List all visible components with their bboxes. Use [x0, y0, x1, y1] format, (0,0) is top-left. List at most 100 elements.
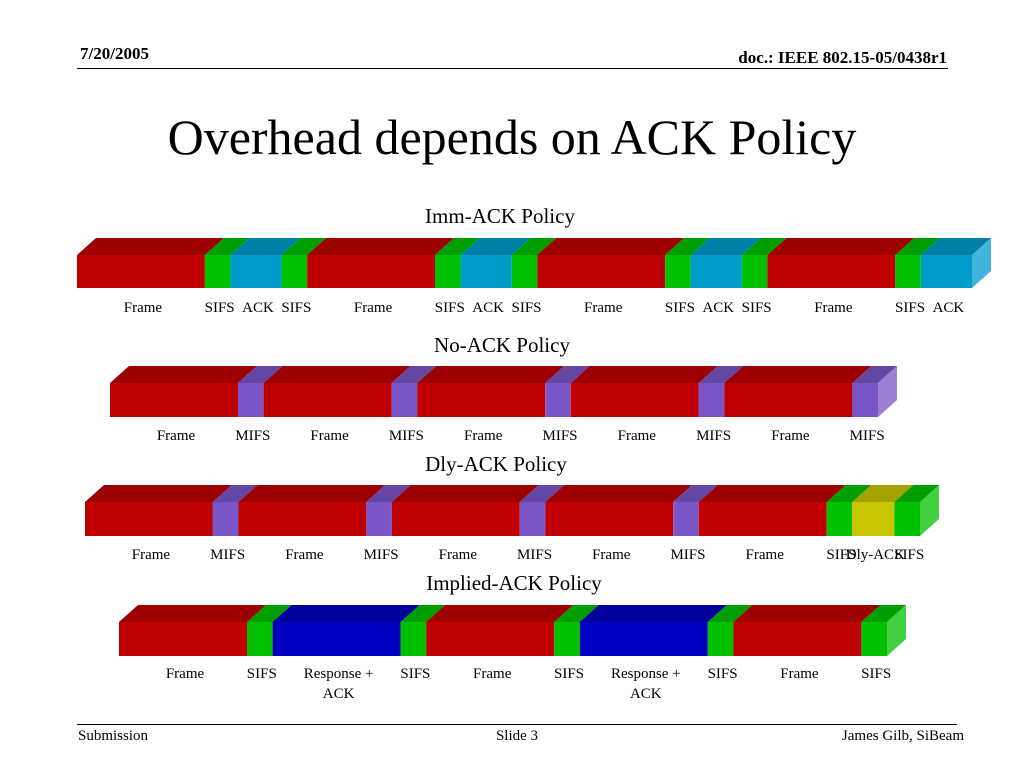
- segment-frame: [767, 238, 915, 288]
- segment-top-face: [238, 485, 386, 502]
- segment-frame: [77, 238, 224, 288]
- segment-label: Frame: [814, 300, 853, 316]
- segment-frame: [119, 605, 266, 656]
- segment-label: SIFS: [665, 300, 695, 316]
- policy-title-dly-ack: Dly-ACK Policy: [425, 452, 567, 476]
- segment-top-face: [435, 238, 480, 255]
- segment-label: SIFS: [511, 300, 541, 316]
- bar-side-face: [887, 605, 906, 656]
- segment-top-face: [895, 238, 940, 255]
- segment-top-face: [826, 485, 872, 502]
- segment-label: SIFS: [205, 300, 235, 316]
- segment-front-face: [238, 383, 264, 417]
- segment-top-face: [545, 485, 693, 502]
- segment-frame: [733, 605, 881, 656]
- segment-mifs: [366, 485, 411, 536]
- segment-frame: [417, 366, 565, 417]
- segment-label: Frame: [473, 666, 512, 682]
- segment-label: ACK: [472, 300, 504, 316]
- segment-front-face: [400, 622, 427, 656]
- segment-label: MIFS: [696, 428, 731, 444]
- segment-top-face: [400, 605, 446, 622]
- segment-top-face: [391, 366, 437, 383]
- segment-front-face: [366, 502, 392, 536]
- segment-sifs: [281, 238, 327, 288]
- segment-label: SIFS: [895, 300, 925, 316]
- segment-frame: [545, 485, 693, 536]
- no-ack-bar: Frame MIFS Frame MIFS Frame MIFS Frame MIFS Fram…: [110, 366, 897, 444]
- dly-ack-bar: Frame MIFS Frame MIFS Frame MIFS Frame MIFS Fram…: [85, 485, 939, 563]
- slide-title: Overhead depends on ACK Policy: [167, 109, 857, 165]
- segment-front-face: [690, 255, 742, 288]
- segment-label: MIFS: [670, 547, 705, 563]
- segment-sifs: [554, 605, 599, 656]
- segment-front-face: [511, 255, 538, 288]
- segment-label: SIFS: [554, 666, 584, 682]
- segment-label: ACK: [702, 300, 734, 316]
- segment-top-face: [119, 605, 266, 622]
- implied-ack-bar: Frame SIFS Response + ACK SIFS Frame SIFS Respo…: [119, 605, 906, 702]
- segment-label: Frame: [592, 547, 631, 563]
- segment-top-face: [519, 485, 565, 502]
- segment-top-face: [767, 238, 915, 255]
- segment-label: Frame: [310, 428, 349, 444]
- segment-front-face: [307, 255, 435, 288]
- segment-label: Frame: [780, 666, 819, 682]
- footer-author: James Gilb, SiBeam: [841, 728, 964, 744]
- segment-sifs: [435, 238, 480, 288]
- segment-sifs: [707, 605, 753, 656]
- segment-sifs: [894, 485, 939, 536]
- segment-label: Frame: [771, 428, 810, 444]
- segment-ack: [690, 238, 761, 288]
- segment-label: SIFS: [826, 547, 856, 563]
- segment-label: Frame: [157, 428, 196, 444]
- segment-label: SIFS: [708, 666, 738, 682]
- segment-label: SIFS: [894, 547, 924, 563]
- segment-label: ACK: [242, 300, 274, 316]
- segment-front-face: [247, 622, 273, 656]
- segment-mifs: [698, 366, 744, 417]
- segment-label: Frame: [584, 300, 623, 316]
- segment-top-face: [204, 238, 250, 255]
- segment-top-face: [724, 366, 872, 383]
- segment-top-face: [391, 485, 539, 502]
- segment-front-face: [85, 502, 213, 536]
- segment-top-face: [230, 238, 301, 255]
- segment-top-face: [366, 485, 411, 502]
- policy-title-no-ack: No-ACK Policy: [434, 333, 570, 357]
- segment-label: MIFS: [235, 428, 270, 444]
- segment-label: MIFS: [364, 547, 399, 563]
- segment-sifs: [665, 238, 710, 288]
- segment-sifs: [861, 605, 906, 656]
- segment-label: Frame: [439, 547, 478, 563]
- bar-side-face: [878, 366, 897, 417]
- policy-title-implied-ack: Implied-ACK Policy: [426, 571, 602, 595]
- segment-dly-ack: [852, 485, 914, 536]
- segment-label: ACK: [933, 300, 965, 316]
- segment-front-face: [741, 255, 768, 288]
- segment-front-face: [579, 622, 708, 656]
- segment-front-face: [519, 502, 546, 536]
- segment-label: Frame: [124, 300, 163, 316]
- segment-top-face: [852, 366, 897, 383]
- segment-mifs: [852, 366, 897, 417]
- segment-top-face: [272, 605, 420, 622]
- segment-top-face: [511, 238, 557, 255]
- policy-title-imm-ack: Imm-ACK Policy: [425, 204, 575, 228]
- segment-frame: [263, 366, 411, 417]
- header-date: 7/20/2005: [80, 44, 149, 63]
- segment-front-face: [852, 383, 878, 417]
- segment-sifs: [895, 238, 940, 288]
- segment-front-face: [272, 622, 401, 656]
- segment-sifs: [511, 238, 557, 288]
- footer-submission: Submission: [78, 728, 149, 744]
- segment-label: Frame: [166, 666, 205, 682]
- segment-front-face: [230, 255, 282, 288]
- segment-label: Frame: [285, 547, 324, 563]
- segment-label: MIFS: [517, 547, 552, 563]
- segment-label: Frame: [132, 547, 171, 563]
- segment-label: MIFS: [850, 428, 885, 444]
- segment-label: SIFS: [742, 300, 772, 316]
- segment-front-face: [861, 622, 887, 656]
- segment-front-face: [212, 502, 239, 536]
